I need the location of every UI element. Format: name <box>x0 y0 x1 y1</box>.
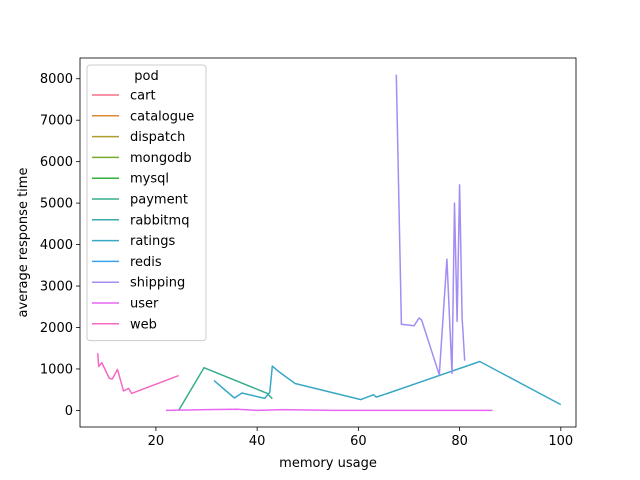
legend-items: cart catalogue dispatch mongodb mysql payment… <box>92 89 194 332</box>
series-line-payment <box>178 366 273 411</box>
legend-label-shipping: shipping <box>130 276 185 291</box>
y-tick-label: 0 <box>65 404 73 419</box>
y-tick-label: 3000 <box>40 280 73 295</box>
series-line-ratings <box>213 360 562 406</box>
y-tick-label: 6000 <box>40 155 73 170</box>
x-tick-label: 80 <box>451 434 468 449</box>
series-line-web <box>96 353 179 395</box>
legend-label-cart: cart <box>130 89 156 104</box>
legend-label-catalogue: catalogue <box>130 109 194 124</box>
y-axis-label: average response time <box>16 168 31 318</box>
x-axis-label: memory usage <box>279 456 377 471</box>
legend-label-user: user <box>130 297 159 312</box>
legend-label-ratings: ratings <box>130 234 176 249</box>
y-tick-label: 5000 <box>40 197 73 212</box>
legend-label-rabbitmq: rabbitmq <box>130 213 189 228</box>
y-tick-label: 8000 <box>40 72 73 87</box>
legend-label-web: web <box>130 317 157 332</box>
legend-box <box>86 64 207 342</box>
x-tick-label: 60 <box>350 434 367 449</box>
x-tick-label: 40 <box>249 434 266 449</box>
y-tick-label: 2000 <box>40 321 73 336</box>
legend-label-payment: payment <box>130 193 188 208</box>
plot-lines <box>96 74 562 412</box>
axes-frame <box>79 57 577 428</box>
series-line-shipping <box>395 74 466 376</box>
legend-label-mongodb: mongodb <box>130 151 192 166</box>
y-axis: 0 1000 2000 3000 4000 5000 6000 7000 8000 <box>40 72 80 419</box>
legend-label-dispatch: dispatch <box>130 130 185 145</box>
legend-label-mysql: mysql <box>130 172 169 187</box>
legend-title: pod <box>134 69 158 84</box>
series-line-user <box>165 408 493 412</box>
x-axis: 20 40 60 80 100 <box>148 427 573 449</box>
y-tick-label: 4000 <box>40 238 73 253</box>
x-tick-label: 100 <box>548 434 573 449</box>
y-tick-label: 7000 <box>40 114 73 129</box>
y-tick-label: 1000 <box>40 362 73 377</box>
legend: pod cart catalogue dispatch mongodb mysql pay… <box>86 64 207 342</box>
legend-label-redis: redis <box>130 255 162 270</box>
x-tick-label: 20 <box>148 434 165 449</box>
